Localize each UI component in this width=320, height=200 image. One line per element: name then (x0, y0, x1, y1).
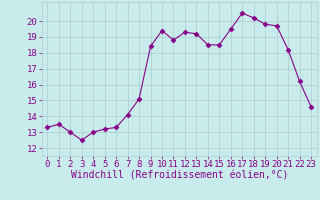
X-axis label: Windchill (Refroidissement éolien,°C): Windchill (Refroidissement éolien,°C) (70, 171, 288, 181)
